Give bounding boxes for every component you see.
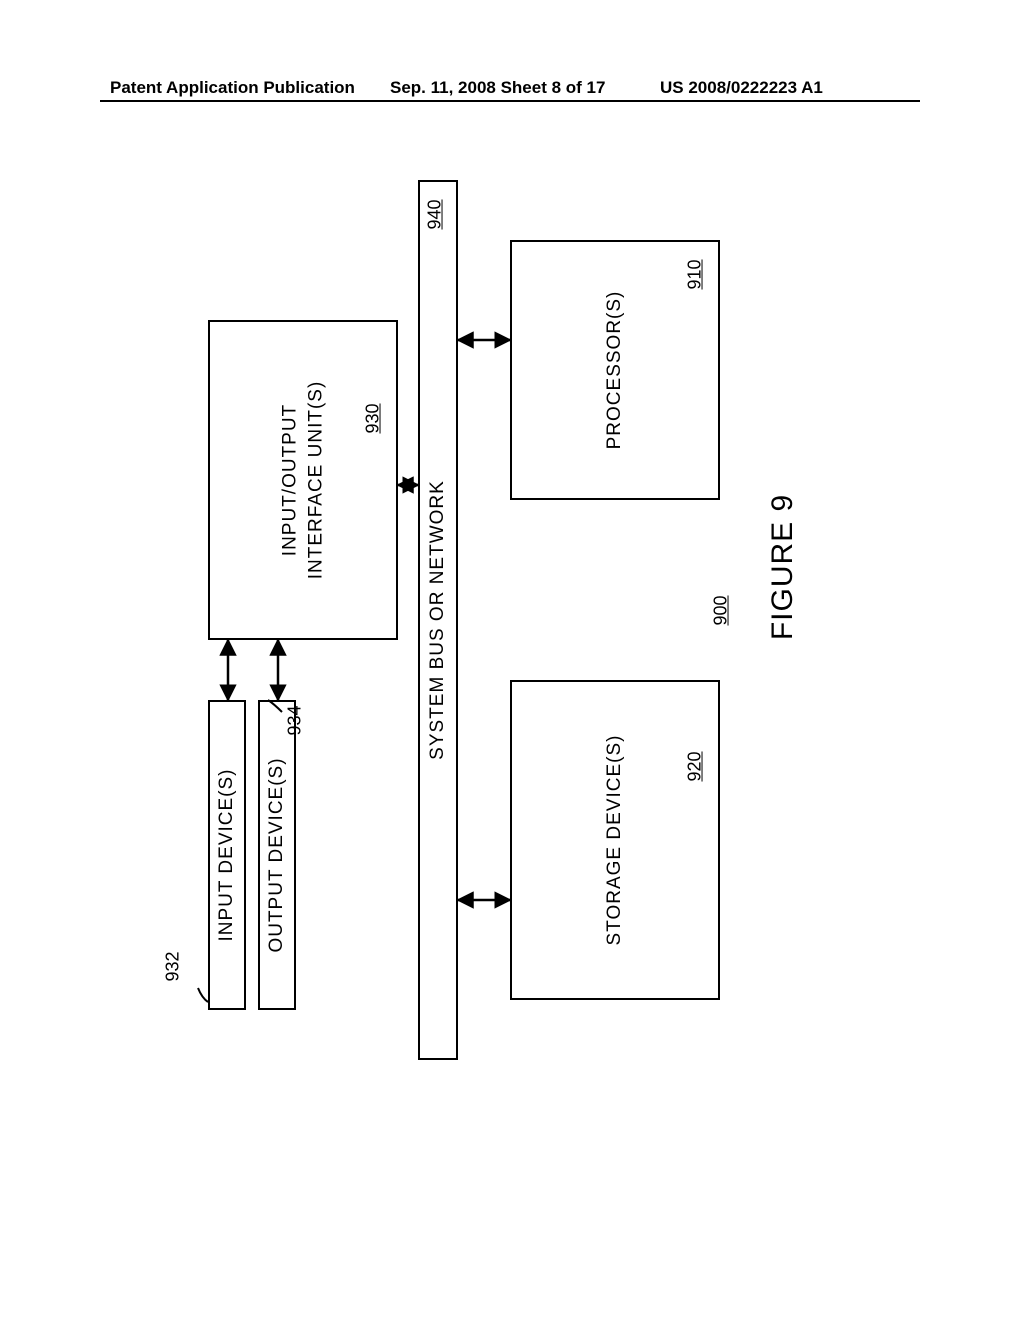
header-mid: Sep. 11, 2008 Sheet 8 of 17 xyxy=(390,78,605,98)
header-left: Patent Application Publication xyxy=(110,78,355,98)
system-ref: 900 xyxy=(711,595,732,625)
diagram-edges xyxy=(150,180,750,1060)
diagram-canvas: INPUT DEVICE(S) OUTPUT DEVICE(S) INPUT/O… xyxy=(150,180,750,1060)
header-rule xyxy=(100,100,920,102)
figure-label: FIGURE 9 xyxy=(766,494,800,640)
header-right: US 2008/0222223 A1 xyxy=(660,78,823,98)
